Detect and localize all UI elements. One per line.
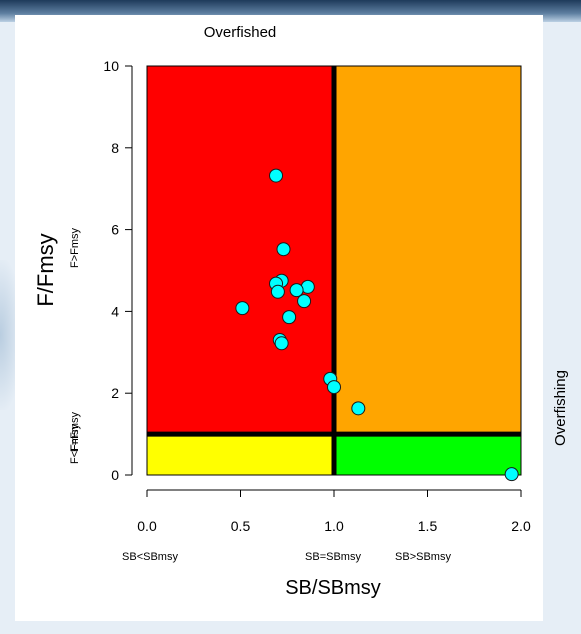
y-tick-label: 8 [111,140,119,156]
quadrant-overfished-no-overfishing [146,433,335,476]
data-points [235,168,519,482]
region-label-sb-below: SB<SBmsy [122,551,178,563]
quadrant-regions [146,65,522,476]
x-tick-label: 1.5 [418,518,438,534]
data-point [270,284,285,299]
y-axis-label: F/Fmsy [33,233,58,306]
axes: 0.0 0.5 1.0 1.5 2.0 0 2 4 6 8 10 [103,58,531,534]
data-point [297,294,312,309]
x-axis-label: SB/SBmsy [285,577,381,599]
region-label-f-equal: F=Fmsy [69,411,81,452]
reference-lines [147,66,521,475]
quadrant-overfished-overfishing [146,65,335,435]
data-point [269,168,284,183]
region-label-f-below: F<Fmsy [69,423,81,464]
y-tick-label: 10 [103,58,119,74]
data-point [276,242,291,257]
x-tick-label: 0.0 [137,518,157,534]
y-tick-label: 6 [111,222,119,238]
data-point [282,310,297,325]
chart-title: Overfished [204,24,277,41]
data-point [327,380,341,395]
y-tick-label: 4 [111,303,119,319]
y-tick-label: 2 [111,385,119,401]
x-tick-label: 0.5 [231,518,251,534]
region-label-sb-equal: SB=SBmsy [305,551,361,563]
data-point [274,336,289,351]
region-label-f-above: F>Fmsy [69,227,81,268]
region-label-sb-above: SB>SBmsy [395,551,451,563]
overfishing-label: Overfishing [552,370,569,446]
y-tick-label: 0 [111,467,119,483]
data-point [351,401,366,416]
data-point [504,467,519,482]
x-tick-label: 2.0 [511,518,531,534]
x-tick-label: 1.0 [324,518,344,534]
quadrant-healthy-no-overfishing [333,433,522,476]
data-point [235,301,250,316]
data-point [289,283,304,298]
quadrant-healthy-overfishing [333,65,522,435]
